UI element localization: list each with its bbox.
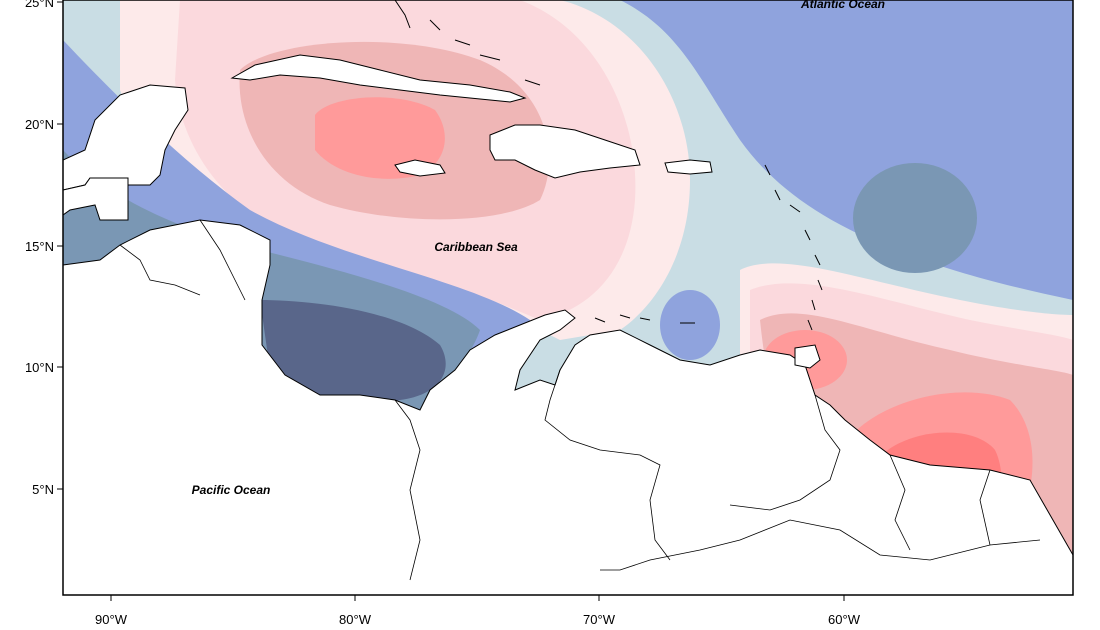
longitude-axis	[110, 595, 845, 601]
islands-lesser-antilles	[764, 164, 823, 331]
land-puerto-rico	[664, 159, 713, 175]
border-brazil-north	[600, 519, 1041, 571]
border-guyana-suriname	[889, 454, 911, 551]
plot-frame	[62, 0, 1074, 596]
lon-tick-label: 80°W	[339, 612, 372, 627]
islands-abc	[594, 314, 695, 324]
atlantic-ocean-label: Atlantic Ocean	[800, 0, 885, 11]
land-central-america	[63, 219, 1073, 595]
land-cuba	[230, 54, 527, 103]
band-positive-mid-cuba	[315, 97, 445, 179]
lat-tick-label: 25°N	[25, 0, 54, 10]
lat-tick-label: 15°N	[25, 239, 54, 254]
border-venezuela-guyana	[729, 394, 841, 511]
band-negative-light-venezuela	[660, 290, 720, 360]
borders	[119, 219, 1041, 581]
border-suriname-guiana	[979, 469, 991, 546]
caribbean-sea-label: Caribbean Sea	[434, 240, 518, 254]
border-central-america-1	[119, 244, 201, 296]
islands	[394, 0, 823, 331]
band-negative-strong-west	[260, 300, 446, 404]
land	[63, 54, 1073, 595]
border-central-america-2	[199, 219, 246, 301]
border-colombia-venezuela	[544, 369, 671, 561]
lat-tick-label: 5°N	[32, 482, 54, 497]
border-panama-colombia	[394, 399, 421, 581]
lon-tick-label: 90°W	[95, 612, 128, 627]
pacific-ocean-label: Pacific Ocean	[192, 483, 271, 497]
lat-tick-label: 10°N	[25, 360, 54, 375]
lat-tick-label: 20°N	[25, 117, 54, 132]
latitude-axis	[57, 1, 63, 490]
land-jamaica	[394, 159, 446, 177]
lon-tick-label: 70°W	[583, 612, 616, 627]
land-mexico-tip	[63, 177, 129, 221]
band-negative-mid-east	[853, 163, 977, 273]
land-trinidad	[794, 344, 821, 369]
islands-bahamas	[394, 0, 541, 86]
land-hispaniola	[489, 124, 641, 179]
lon-tick-label: 60°W	[828, 612, 861, 627]
